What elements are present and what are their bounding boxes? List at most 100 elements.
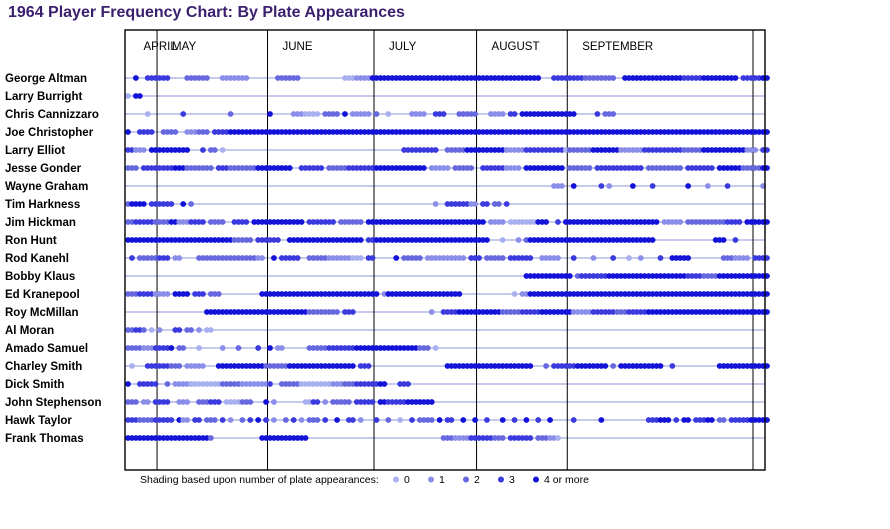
dot-ron-hunt xyxy=(499,237,506,243)
dot-hawk-taylor xyxy=(673,417,680,423)
dot-hawk-taylor xyxy=(282,417,289,423)
dot-charley-smith xyxy=(543,363,550,369)
dot-jim-hickman xyxy=(219,219,226,225)
dot-ed-kranepool xyxy=(200,291,206,297)
dot-chris-cannizzaro xyxy=(440,111,447,117)
dot-wayne-graham xyxy=(685,183,692,189)
dot-tim-harkness xyxy=(484,201,490,207)
dot-john-stephenson xyxy=(322,399,329,405)
dot-rod-kanehl xyxy=(369,255,376,261)
dot-ron-hunt xyxy=(357,237,364,243)
dot-frank-thomas xyxy=(207,435,214,441)
dot-hawk-taylor xyxy=(436,417,443,423)
dot-rod-kanehl xyxy=(555,255,561,261)
dot-chris-cannizzaro xyxy=(570,111,577,117)
dot-tim-harkness xyxy=(140,201,147,207)
dot-ron-hunt xyxy=(274,237,281,243)
dot-rod-kanehl xyxy=(476,255,482,261)
dot-chris-cannizzaro xyxy=(385,111,392,117)
player-label-chris-cannizzaro: Chris Cannizzaro xyxy=(5,109,99,121)
dot-wayne-graham xyxy=(606,183,613,189)
dot-jesse-gonder xyxy=(318,165,325,171)
dot-hawk-taylor xyxy=(499,417,506,423)
dot-jim-hickman xyxy=(330,219,337,225)
dot-ed-kranepool xyxy=(511,291,518,297)
dot-john-stephenson xyxy=(263,399,269,405)
dot-charley-smith xyxy=(200,363,206,369)
dot-john-stephenson xyxy=(428,399,435,405)
player-label-ron-hunt: Ron Hunt xyxy=(5,235,57,247)
dot-amado-samuel xyxy=(255,345,262,351)
month-label-june: JUNE xyxy=(283,41,313,53)
dot-jesse-gonder xyxy=(586,165,593,171)
player-label-ed-kranepool: Ed Kranepool xyxy=(5,289,80,301)
dot-wayne-graham xyxy=(598,183,605,189)
dot-john-stephenson xyxy=(314,399,321,405)
dot-ron-hunt xyxy=(484,237,490,243)
dot-george-altman xyxy=(164,75,171,81)
dot-frank-thomas xyxy=(302,435,309,441)
dot-john-stephenson xyxy=(184,399,191,405)
legend-label-0: 0 xyxy=(404,474,410,486)
dot-dick-smith xyxy=(152,381,159,387)
dot-amado-samuel xyxy=(432,345,439,351)
dot-larry-elliot xyxy=(200,147,206,153)
dot-john-stephenson xyxy=(132,399,139,405)
dot-wayne-graham xyxy=(570,183,577,189)
dot-frank-thomas xyxy=(555,435,561,441)
dot-amado-samuel xyxy=(278,345,285,351)
dot-larry-elliot xyxy=(432,147,439,153)
dot-tim-harkness xyxy=(180,201,187,207)
dot-tim-harkness xyxy=(495,201,502,207)
player-label-larry-burright: Larry Burright xyxy=(5,91,82,103)
dot-hawk-taylor xyxy=(460,417,467,423)
dot-al-moran xyxy=(140,327,147,333)
legend-dot-1 xyxy=(428,476,434,483)
dot-tim-harkness xyxy=(168,201,175,207)
player-label-larry-elliot: Larry Elliot xyxy=(5,145,65,157)
player-label-al-moran: Al Moran xyxy=(5,325,54,337)
month-label-may: MAY xyxy=(172,41,196,53)
dot-al-moran xyxy=(176,327,183,333)
player-label-joe-christopher: Joe Christopher xyxy=(5,127,94,139)
dot-tim-harkness xyxy=(188,201,195,207)
dot-rod-kanehl xyxy=(460,255,467,261)
dot-al-moran xyxy=(196,327,202,333)
dot-rod-kanehl xyxy=(590,255,597,261)
dot-charley-smith xyxy=(669,363,676,369)
dot-jim-hickman xyxy=(200,219,206,225)
dot-jim-hickman xyxy=(736,219,743,225)
dot-hawk-taylor xyxy=(484,417,490,423)
dot-hawk-taylor xyxy=(472,417,479,423)
dot-john-stephenson xyxy=(144,399,151,405)
dot-ed-kranepool xyxy=(164,291,171,297)
dot-dick-smith xyxy=(125,381,131,387)
dot-chris-cannizzaro xyxy=(472,111,479,117)
legend-dot-3 xyxy=(498,476,504,483)
dot-hawk-taylor xyxy=(322,417,329,423)
chart-title: 1964 Player Frequency Chart: By Plate Ap… xyxy=(8,4,405,21)
month-label-august: AUGUST xyxy=(492,41,540,53)
dot-hawk-taylor xyxy=(385,417,392,423)
dot-chris-cannizzaro xyxy=(420,111,427,117)
player-label-amado-samuel: Amado Samuel xyxy=(5,343,88,355)
dot-hawk-taylor xyxy=(263,417,269,423)
dot-joe-christopher xyxy=(172,129,179,135)
player-label-frank-thomas: Frank Thomas xyxy=(5,433,84,445)
dot-chris-cannizzaro xyxy=(314,111,321,117)
month-divider-lines xyxy=(156,30,754,470)
dot-ed-kranepool xyxy=(184,291,191,297)
legend-text: Shading based upon number of plate appea… xyxy=(140,474,379,486)
dot-larry-elliot xyxy=(140,147,147,153)
dot-wayne-graham xyxy=(704,183,711,189)
dot-dick-smith xyxy=(267,381,273,387)
legend-dot-2 xyxy=(463,476,469,483)
dot-dick-smith xyxy=(164,381,171,387)
dot-jim-hickman xyxy=(243,219,250,225)
legend-label-4: 4 or more xyxy=(544,474,589,486)
dot-rod-kanehl xyxy=(129,255,135,261)
dot-rod-kanehl xyxy=(610,255,617,261)
dot-chris-cannizzaro xyxy=(511,111,518,117)
